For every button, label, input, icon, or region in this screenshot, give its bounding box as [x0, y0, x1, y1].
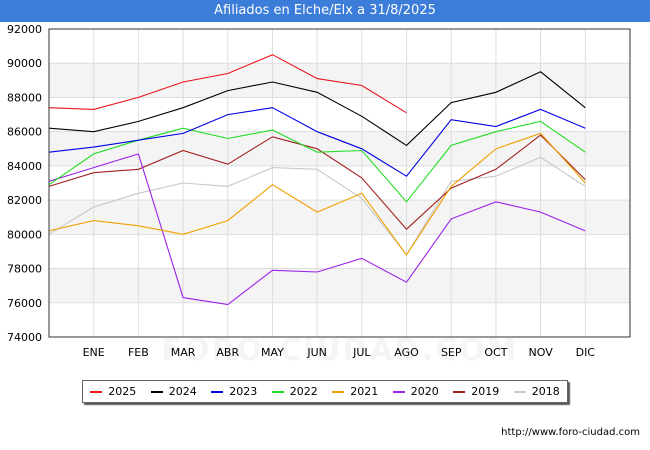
- x-tick-label: ENE: [83, 346, 105, 359]
- legend-item-2024: 2024: [150, 385, 197, 398]
- grid-band: [49, 200, 630, 235]
- grid-band: [49, 63, 630, 98]
- legend-swatch: [513, 390, 526, 393]
- y-tick-label: 84000: [7, 160, 42, 173]
- series-line-2025: [48, 54, 407, 114]
- y-tick-label: 86000: [7, 126, 42, 139]
- legend-label: 2025: [108, 385, 137, 398]
- x-tick-label: AGO: [394, 346, 419, 359]
- legend-swatch: [150, 390, 163, 393]
- y-tick-label: 82000: [7, 194, 42, 207]
- legend-swatch: [90, 390, 103, 393]
- grid-band: [49, 268, 630, 303]
- legend-swatch: [453, 390, 466, 393]
- legend-label: 2023: [229, 385, 258, 398]
- legend-item-2018: 2018: [513, 385, 560, 398]
- legend-swatch: [271, 390, 284, 393]
- x-tick-label: SEP: [441, 346, 462, 359]
- y-tick-label: 74000: [7, 331, 42, 344]
- x-tick-label: JUL: [352, 346, 371, 359]
- series-line-2020: [48, 153, 586, 306]
- y-tick-label: 88000: [7, 91, 42, 104]
- series-line-2019: [48, 134, 586, 230]
- legend-label: 2022: [289, 385, 318, 398]
- legend-label: 2020: [410, 385, 439, 398]
- legend-item-2020: 2020: [392, 385, 439, 398]
- x-tick-label: JUN: [306, 346, 327, 359]
- chart-legend: 2025 2024 2023 2022 2021 2020 2019 2018: [82, 380, 568, 403]
- y-tick-label: 80000: [7, 228, 42, 241]
- legend-item-2025: 2025: [90, 385, 136, 398]
- series-line-2018: [48, 156, 586, 256]
- plot-border: [48, 28, 631, 338]
- series-line-2021: [48, 132, 586, 256]
- x-tick-label: ABR: [216, 346, 239, 359]
- legend-item-2023: 2023: [211, 385, 257, 398]
- legend-label: 2019: [471, 385, 500, 398]
- y-tick-label: 92000: [7, 23, 42, 36]
- legend-swatch: [211, 390, 224, 393]
- legend-item-2022: 2022: [271, 385, 318, 398]
- legend-swatch: [332, 390, 345, 393]
- legend-label: 2021: [350, 385, 379, 398]
- x-tick-label: MAR: [171, 346, 196, 359]
- legend-item-2021: 2021: [332, 385, 378, 398]
- x-tick-label: OCT: [484, 346, 507, 359]
- legend-swatch: [392, 390, 405, 393]
- source-url: http://www.foro-ciudad.com: [501, 427, 640, 438]
- y-tick-label: 78000: [7, 263, 42, 276]
- chart-title: Afiliados en Elche/Elx a 31/8/2025: [0, 0, 650, 22]
- series-line-2024: [48, 71, 586, 147]
- x-tick-label: NOV: [529, 346, 554, 359]
- x-tick-label: DIC: [576, 346, 596, 359]
- watermark: FORO-CIUDAD.COM: [162, 333, 519, 368]
- y-tick-label: 90000: [7, 57, 42, 70]
- legend-label: 2024: [168, 385, 197, 398]
- legend-label: 2018: [531, 385, 560, 398]
- legend-item-2019: 2019: [453, 385, 499, 398]
- x-tick-label: FEB: [128, 346, 149, 359]
- x-tick-label: MAY: [261, 346, 284, 359]
- series-line-2023: [48, 107, 586, 177]
- y-tick-label: 76000: [7, 297, 42, 310]
- line-chart: FORO-CIUDAD.COM 74000 76000 78000 80000 8200…: [7, 23, 631, 368]
